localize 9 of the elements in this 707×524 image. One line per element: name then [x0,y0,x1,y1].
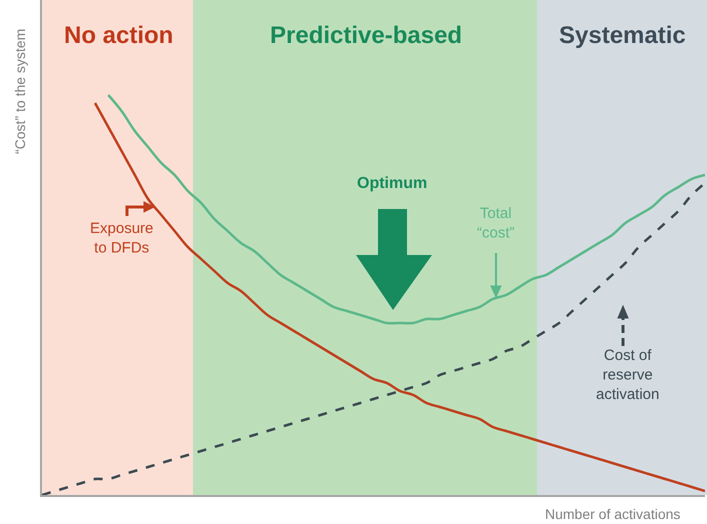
annotation: Exposure to DFDs [90,220,154,256]
text: No action [64,22,174,49]
x-axis-title: Number of activations [545,506,680,522]
text: Predictive-based [270,22,462,49]
annotation: Cost of reserve activation [596,347,660,403]
text: Systematic [559,22,686,49]
y-axis-title: “Cost” to the system [12,28,28,154]
annotation: Optimum [357,175,428,192]
annotation: Total “cost” [477,205,515,242]
